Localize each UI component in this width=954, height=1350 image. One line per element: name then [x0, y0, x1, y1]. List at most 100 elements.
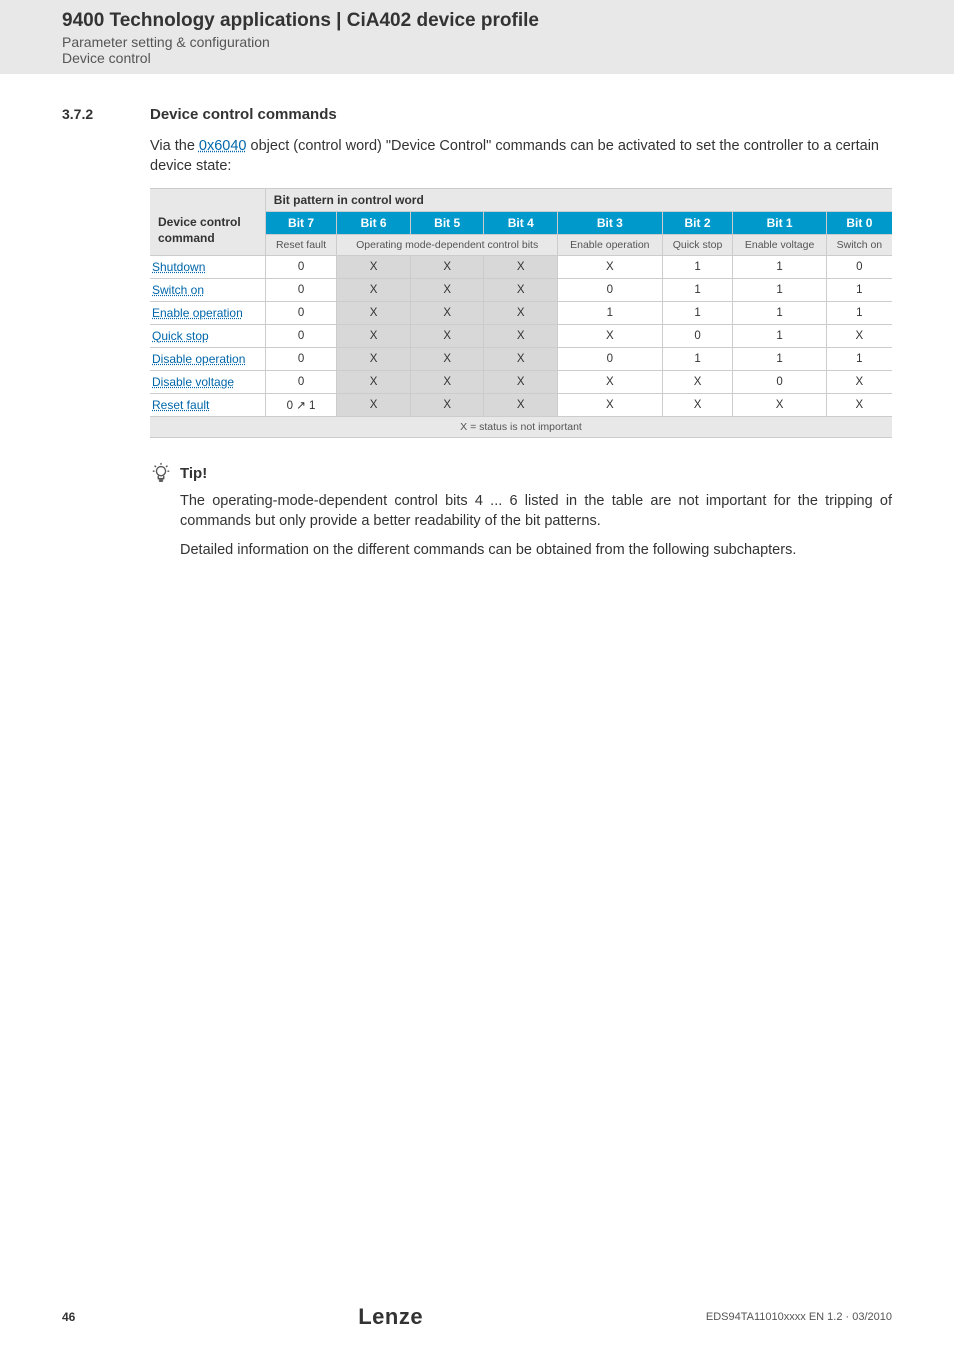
bit1-header: Bit 1: [733, 212, 826, 235]
intro-post: object (control word) "Device Control" c…: [150, 138, 879, 174]
device-control-l2: command: [158, 231, 215, 245]
row-label-cell: Shutdown: [150, 256, 265, 279]
table-cell: X: [662, 394, 733, 417]
table-cell: X: [337, 279, 411, 302]
table-cell: X: [484, 302, 558, 325]
table-cell: X: [558, 325, 663, 348]
tip-paragraph-2: Detailed information on the different co…: [180, 541, 892, 561]
bit5-header: Bit 5: [410, 212, 484, 235]
table-cell: 0: [265, 348, 337, 371]
table-cell: 0: [265, 302, 337, 325]
table-cell: 1: [558, 302, 663, 325]
table-cell: 0 ↗ 1: [265, 394, 337, 417]
subhead-switchon: Switch on: [826, 235, 892, 256]
row-label-link[interactable]: Disable operation: [152, 352, 245, 366]
table-cell: X: [337, 325, 411, 348]
table-cell: X: [558, 394, 663, 417]
table-cell: 0: [558, 279, 663, 302]
table-cell: 1: [826, 302, 892, 325]
subhead-enableop: Enable operation: [558, 235, 663, 256]
table-cell: 1: [733, 302, 826, 325]
table-cell: X: [558, 371, 663, 394]
content-area: 3.7.2 Device control commands Via the 0x…: [0, 74, 954, 561]
row-label-link[interactable]: Switch on: [152, 283, 204, 297]
subhead-reset: Reset fault: [265, 235, 337, 256]
header-sub1: Parameter setting & configuration: [0, 34, 954, 50]
row-label-cell: Switch on: [150, 279, 265, 302]
bit7-header: Bit 7: [265, 212, 337, 235]
section-heading: 3.7.2 Device control commands: [62, 106, 892, 123]
tip-paragraph-1: The operating-mode-dependent control bit…: [180, 492, 892, 531]
table-row: Shutdown0XXXX110: [150, 256, 892, 279]
table-cell: X: [410, 394, 484, 417]
table-cell: X: [410, 325, 484, 348]
table-cell: 1: [662, 256, 733, 279]
table-cell: 1: [662, 279, 733, 302]
device-control-l1: Device control: [158, 215, 241, 229]
bit0-header: Bit 0: [826, 212, 892, 235]
table-row: Disable operation0XXX0111: [150, 348, 892, 371]
table-cell: X: [558, 256, 663, 279]
section-number: 3.7.2: [62, 106, 150, 122]
doc-reference: EDS94TA11010xxxx EN 1.2 · 03/2010: [706, 1311, 892, 1323]
table-cell: 1: [733, 279, 826, 302]
table-cell: 1: [733, 325, 826, 348]
table-cell: 1: [826, 279, 892, 302]
table-row: Reset fault0 ↗ 1XXXXXXX: [150, 394, 892, 417]
table-cell: 0: [265, 256, 337, 279]
table-cell: 0: [733, 371, 826, 394]
row-label-link[interactable]: Shutdown: [152, 260, 205, 274]
table-cell: 0: [662, 325, 733, 348]
tip-heading: Tip!: [150, 462, 892, 484]
page-number: 46: [62, 1310, 75, 1324]
page-footer: 46 Lenze EDS94TA11010xxxx EN 1.2 · 03/20…: [0, 1304, 954, 1330]
row-label-cell: Enable operation: [150, 302, 265, 325]
row-label-cell: Disable voltage: [150, 371, 265, 394]
tip-label: Tip!: [180, 465, 207, 482]
control-word-table: Device control command Bit pattern in co…: [150, 188, 892, 438]
table-cell: X: [826, 394, 892, 417]
lightbulb-icon: [150, 462, 172, 484]
intro-paragraph: Via the 0x6040 object (control word) "De…: [150, 137, 892, 176]
row-label-link[interactable]: Disable voltage: [152, 375, 234, 389]
bit-pattern-header: Bit pattern in control word: [265, 189, 892, 212]
bit4-header: Bit 4: [484, 212, 558, 235]
table-cell: 0: [265, 371, 337, 394]
subhead-enablevolt: Enable voltage: [733, 235, 826, 256]
table-cell: 1: [662, 302, 733, 325]
row-label-link[interactable]: Enable operation: [152, 306, 243, 320]
table-cell: X: [484, 348, 558, 371]
table-row: Disable voltage0XXXXX0X: [150, 371, 892, 394]
row-label-link[interactable]: Quick stop: [152, 329, 209, 343]
table-cell: X: [484, 394, 558, 417]
table-row: Quick stop0XXXX01X: [150, 325, 892, 348]
table-cell: 1: [733, 256, 826, 279]
row-label-cell: Quick stop: [150, 325, 265, 348]
brand-logo: Lenze: [358, 1304, 423, 1330]
section-title: Device control commands: [150, 106, 337, 123]
table-cell: 1: [826, 348, 892, 371]
table-cell: X: [337, 302, 411, 325]
header-title: 9400 Technology applications | CiA402 de…: [0, 10, 954, 32]
table-cell: X: [826, 325, 892, 348]
table-cell: X: [410, 279, 484, 302]
row-label-cell: Disable operation: [150, 348, 265, 371]
table-cell: X: [484, 371, 558, 394]
bit2-header: Bit 2: [662, 212, 733, 235]
table-cell: X: [410, 302, 484, 325]
row-header-left: Device control command: [150, 189, 265, 256]
table-cell: X: [337, 348, 411, 371]
table-cell: X: [410, 256, 484, 279]
table-cell: 0: [826, 256, 892, 279]
link-0x6040[interactable]: 0x6040: [199, 138, 247, 154]
page-header: 9400 Technology applications | CiA402 de…: [0, 0, 954, 74]
table-cell: 1: [662, 348, 733, 371]
row-label-cell: Reset fault: [150, 394, 265, 417]
row-label-link[interactable]: Reset fault: [152, 398, 209, 412]
table-cell: X: [484, 325, 558, 348]
table-cell: 0: [265, 279, 337, 302]
intro-pre: Via the: [150, 138, 199, 154]
table-row: Switch on0XXX0111: [150, 279, 892, 302]
table-cell: 0: [265, 325, 337, 348]
table-cell: 1: [733, 348, 826, 371]
